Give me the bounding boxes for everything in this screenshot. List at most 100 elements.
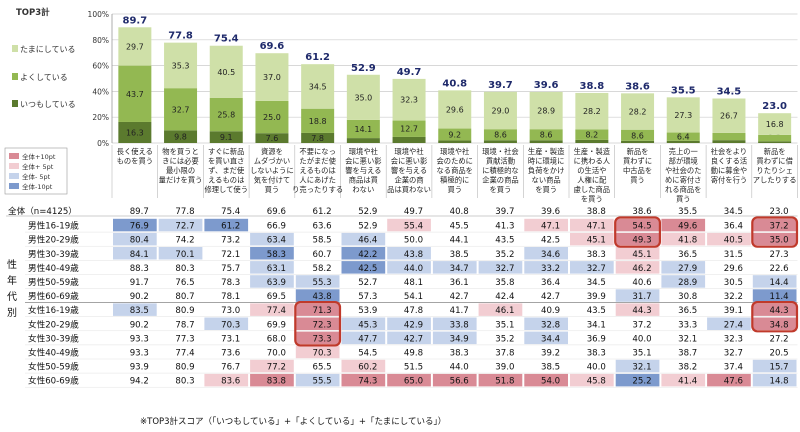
table-cell: 42.9 [404,320,423,330]
table-row-label: 男性16-19歳 [28,220,79,232]
table-cell-highlight [295,331,340,345]
category-label: 買う [265,185,280,194]
table-cell-highlight [341,247,386,260]
category-label: 売上の一 [669,147,698,156]
category-label: 負荷をかけ [528,166,564,175]
category-label: や社会のた [665,166,701,175]
table-cell: 44.0 [404,264,423,274]
bar-segment [483,91,517,130]
table-cell-highlight [661,218,706,232]
table-cell: 39.1 [724,306,743,316]
total-label-value: 75.4 [214,34,239,45]
table-cell: 52.9 [358,207,377,217]
data-label: 43.7 [126,90,144,99]
table-cell: 40.0 [587,363,606,373]
data-label: 18.8 [309,117,327,126]
table-cell: 35.2 [495,250,514,260]
table-cell-highlight [752,275,797,288]
table-cell-highlight [707,317,751,330]
category-label: きには必要 [162,157,198,166]
table-cell: 42.7 [541,292,560,302]
table-cell: 40.0 [632,334,651,344]
bar-segment [301,108,335,133]
table-cell: 47.1 [587,222,606,232]
bar-segment [666,140,700,143]
table-cell: 46.4 [358,236,377,246]
table-cell-highlight [158,247,203,260]
category-label: 買わずに借 [756,157,793,166]
table-cell-highlight [387,261,431,274]
table-cell: 50.0 [404,236,423,246]
data-label: 28.2 [629,108,647,117]
table-cell: 11.4 [770,292,789,302]
table-cell-highlight [570,261,614,274]
table-cell: 76.7 [221,363,240,373]
category-label: 生産・製造 [528,147,565,156]
table-cell-highlight [615,289,660,302]
bar-segment [301,132,335,143]
table-cell: 58.2 [313,264,332,274]
table-cell: 73.3 [313,334,332,344]
table-cell: 49.6 [678,222,697,232]
table-cell: 39.0 [495,363,514,373]
category-label: アしたりする [753,176,797,185]
table-cell: 60.2 [358,363,377,373]
table-cell-highlight [478,303,523,316]
category-label: 買わずに [623,157,652,166]
total-label-value: 39.6 [534,80,559,91]
table-cell: 80.3 [175,264,194,274]
table-cell: 38.8 [587,207,606,217]
table-cell: 54.5 [632,222,651,232]
table-cell: 54.1 [404,292,423,302]
table-cell: 49.7 [404,207,423,217]
table-cell: 25.2 [632,377,651,387]
table-cell: 27.9 [678,264,697,274]
bar-segment [621,129,655,141]
bar-segment [392,78,426,121]
data-label: 28.9 [537,107,555,116]
side-label-char: 代 [7,291,17,303]
legend-color-label: 全体-10pt [22,182,53,191]
table-cell: 38.3 [450,349,469,359]
table-cell: 80.4 [130,236,149,246]
table-cell: 44.3 [770,306,789,316]
table-cell: 49.3 [632,236,651,246]
table-cell: 70.3 [313,349,332,359]
table-cell: 43.8 [313,292,332,302]
table-cell-highlight [615,359,660,373]
table-cell-highlight [432,373,477,387]
bar-segment [758,113,792,135]
table-cell: 80.9 [175,363,194,373]
table-cell-highlight [752,289,797,302]
table-cell: 32.1 [632,363,651,373]
table-cell-highlight [387,331,431,345]
table-cell: 23.0 [770,207,789,217]
legend-color-label: 全体- 5pt [22,172,51,181]
emphasis-box [614,216,662,248]
table-cell: 41.4 [678,377,697,387]
bar-segment [438,140,472,143]
table-cell: 35.0 [770,236,789,246]
bar-segment [529,91,563,130]
category-label: に積極的な [482,166,518,175]
category-label: 会に悪い影 [391,157,428,166]
category-label: 買う [447,185,462,194]
table-cell: 37.4 [724,363,743,373]
table-total-label: 全体（n=4125） [8,205,77,217]
category-label: 時に環境に [528,157,564,166]
total-label-value: 77.8 [168,31,193,42]
table-row-label: 女性30-39歳 [28,332,79,344]
data-label: 9.8 [174,133,187,142]
table-row-label: 男性50-59歳 [28,276,79,288]
total-label: TOP3計 [16,7,50,18]
table-cell: 35.1 [495,320,514,330]
bar-segment [712,98,746,133]
category-label: 新品を [627,147,649,156]
table-cell: 14.8 [770,377,789,387]
category-label: 動に募金や [711,166,747,175]
bar-segment [209,131,243,143]
table-cell: 33.3 [678,320,697,330]
table-cell: 83.8 [267,377,286,387]
table-cell-highlight [341,373,386,387]
bar-segment [255,100,289,134]
